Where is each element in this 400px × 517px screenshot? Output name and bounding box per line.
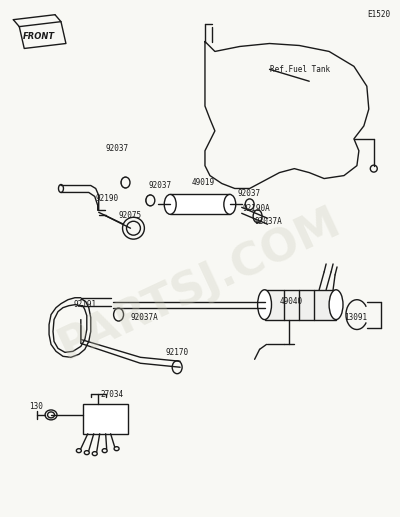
Text: 92037A: 92037A [130, 313, 158, 322]
Text: FRONT: FRONT [23, 32, 55, 41]
Text: 13091: 13091 [344, 313, 367, 322]
Text: 92037: 92037 [238, 189, 261, 198]
Text: 92190A: 92190A [243, 204, 270, 213]
Ellipse shape [329, 290, 343, 320]
Text: E1520: E1520 [368, 10, 391, 19]
Ellipse shape [224, 194, 236, 215]
Text: 92075: 92075 [118, 211, 142, 220]
Text: 27034: 27034 [101, 389, 124, 399]
Ellipse shape [164, 194, 176, 215]
Text: 49019: 49019 [192, 178, 215, 187]
Text: 92170: 92170 [165, 348, 188, 357]
Ellipse shape [258, 290, 272, 320]
Text: 92191: 92191 [74, 300, 97, 309]
Text: 49040: 49040 [280, 297, 302, 306]
Text: PARTSJ.COM: PARTSJ.COM [52, 200, 348, 369]
Text: 92037: 92037 [106, 144, 129, 153]
Text: Ref.Fuel Tank: Ref.Fuel Tank [270, 65, 330, 74]
Bar [170, 194, 230, 215]
Text: 92037: 92037 [148, 181, 172, 190]
Bar [83, 404, 128, 434]
Text: 92037A: 92037A [255, 217, 282, 226]
Text: 92190: 92190 [96, 194, 119, 203]
Bar [264, 290, 336, 320]
Text: 130: 130 [29, 402, 43, 412]
